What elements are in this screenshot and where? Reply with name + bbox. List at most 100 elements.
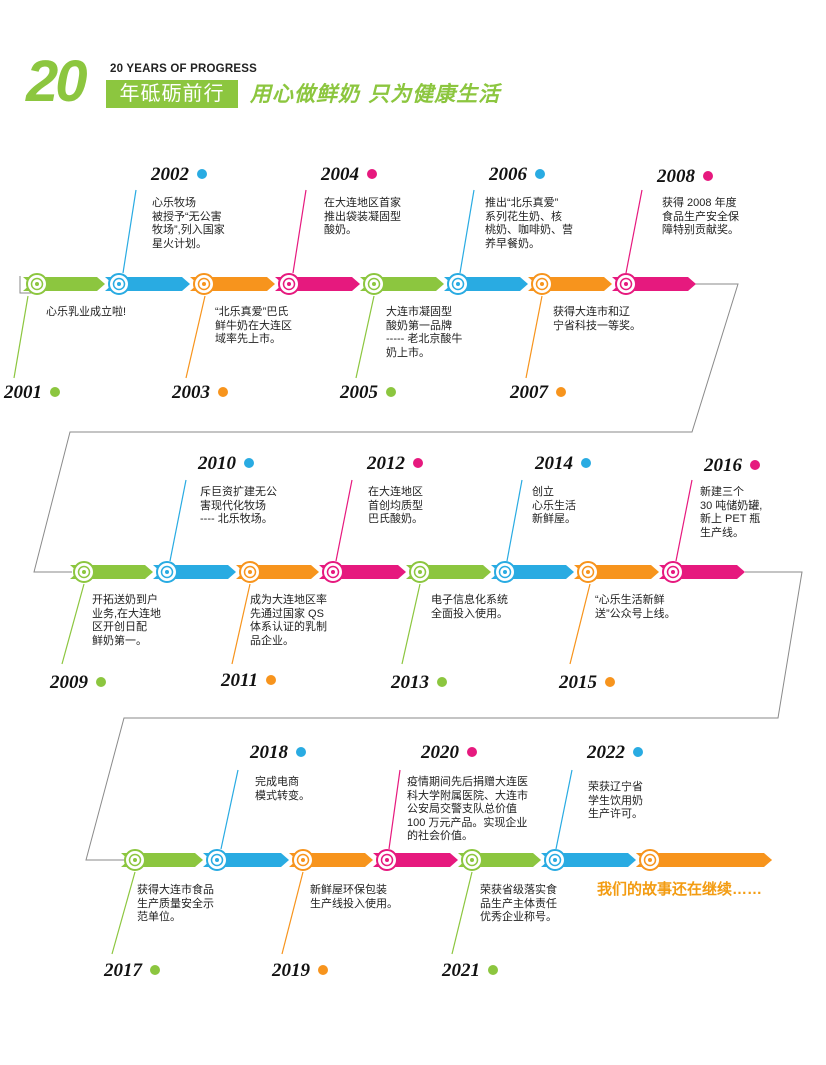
year-label-2010: 2010: [198, 453, 254, 475]
event-description-2012: 在大连地区 首创均质型 巴氏酸奶。: [368, 486, 423, 525]
leader-line-2016: [675, 479, 693, 562]
year-dot-icon: [386, 386, 396, 397]
year-text: 2002: [151, 164, 189, 185]
year-dot-icon: [244, 457, 254, 468]
leader-line-2006: [459, 189, 475, 274]
node-ring-2003: [197, 277, 211, 291]
node-ring-2020: [380, 853, 394, 867]
node-center-2013: [418, 570, 422, 574]
node-center-2017: [133, 858, 137, 862]
node-ring-2017: [128, 853, 142, 867]
year-text: 2012: [367, 453, 405, 474]
year-label-2012: 2012: [367, 453, 423, 475]
node-ring-2022: [548, 853, 562, 867]
year-dot-icon: [296, 746, 306, 757]
year-text: 2014: [535, 453, 573, 474]
year-text: 2004: [321, 164, 359, 185]
leader-line-2014: [506, 479, 523, 562]
event-description-2016: 新建三个 30 吨储奶罐, 新上 PET 瓶 生产线。: [700, 486, 763, 539]
event-description-2001: 心乐乳业成立啦!: [46, 306, 127, 318]
node-ring-2002: [112, 277, 126, 291]
connector-row1-row2: [33, 283, 739, 573]
node-center-2010: [165, 570, 169, 574]
year-dot-icon: [413, 457, 423, 468]
leader-line-2005: [355, 295, 375, 379]
node-future-ring: [643, 853, 657, 867]
year-label-2006: 2006: [489, 164, 545, 186]
year-text: 2018: [250, 742, 288, 763]
subtitle-english: 20 YEARS OF PROGRESS: [110, 63, 257, 75]
row-connector-lines: [19, 276, 803, 861]
node-ring-2019: [296, 853, 310, 867]
year-dot-icon: [556, 386, 566, 397]
leader-line-2003: [185, 295, 206, 379]
node-center-2019: [301, 858, 305, 862]
node-center-2018: [215, 858, 219, 862]
year-dot-icon: [218, 386, 228, 397]
node-center-2009: [82, 570, 86, 574]
node-ring-2018: [210, 853, 224, 867]
event-description-2008: 获得 2008 年度 食品生产安全保 障特别贡献奖。: [662, 197, 739, 236]
year-text: 2022: [587, 742, 625, 763]
timeline-nodes: [26, 273, 684, 871]
year-label-2021: 2021: [442, 960, 498, 982]
event-description-2007: 获得大连市和辽 宁省科技一等奖。: [553, 306, 641, 332]
leader-line-2017: [111, 871, 136, 955]
year-label-2003: 2003: [172, 382, 228, 404]
node-center-2011: [248, 570, 252, 574]
node-ring-2013: [413, 565, 427, 579]
year-dot-icon: [488, 964, 498, 975]
year-label-2011: 2011: [221, 670, 276, 692]
event-description-2009: 开拓送奶到户 业务,在大连地 区开创日配 鲜奶第一。: [92, 594, 162, 647]
year-dot-icon: [437, 676, 447, 687]
event-description-2017: 获得大连市食品 生产质量安全示 范单位。: [137, 884, 214, 923]
node-center-2006: [456, 282, 460, 286]
year-text: 2015: [559, 672, 597, 693]
year-label-2022: 2022: [587, 742, 643, 764]
year-dot-icon: [750, 459, 760, 470]
event-description-2006: 推出“北乐真爱” 系列花生奶、核 桃奶、咖啡奶、营 养早餐奶。: [485, 197, 573, 250]
year-label-2009: 2009: [50, 672, 106, 694]
subtitle-chinese-badge: 年砥砺前行: [106, 80, 238, 108]
year-dot-icon: [633, 746, 643, 757]
node-center-2005: [372, 282, 376, 286]
node-center-2020: [385, 858, 389, 862]
year-dot-icon: [318, 964, 328, 975]
year-label-2019: 2019: [272, 960, 328, 982]
leader-line-2020: [388, 769, 401, 850]
year-text: 2005: [340, 382, 378, 403]
year-text: 2017: [104, 960, 142, 981]
leader-line-2008: [625, 189, 643, 274]
node-ring-2009: [77, 565, 91, 579]
leader-line-2011: [231, 583, 251, 665]
leader-line-2002: [122, 189, 137, 274]
node-center-2008: [624, 282, 628, 286]
year-label-2020: 2020: [421, 742, 477, 764]
year-label-2005: 2005: [340, 382, 396, 404]
node-ring-2011: [243, 565, 257, 579]
year-text: 2011: [221, 670, 258, 691]
node-center-2015: [586, 570, 590, 574]
node-ring-2004: [282, 277, 296, 291]
year-text: 2001: [4, 382, 42, 403]
node-center-2021: [470, 858, 474, 862]
event-description-2022: 荣获辽宁省 学生饮用奶 生产许可。: [588, 781, 643, 820]
node-ring-2007: [535, 277, 549, 291]
node-ring-2021: [465, 853, 479, 867]
year-label-2013: 2013: [391, 672, 447, 694]
year-text: 2009: [50, 672, 88, 693]
node-ring-2014: [498, 565, 512, 579]
year-text: 2013: [391, 672, 429, 693]
event-description-2015: “心乐生活新鲜 送”公众号上线。: [595, 594, 676, 620]
node-center-2022: [553, 858, 557, 862]
node-ring-2005: [367, 277, 381, 291]
leader-line-2013: [401, 583, 421, 665]
year-dot-icon: [703, 170, 713, 181]
year-dot-icon: [535, 168, 545, 179]
event-description-2020: 疫情期间先后捐赠大连医 科大学附属医院、大连市 公安局交警支队总价值 100 万…: [407, 776, 528, 842]
slogan: 用心做鲜奶 只为健康生活: [250, 81, 501, 106]
year-text: 2003: [172, 382, 210, 403]
node-center-2007: [540, 282, 544, 286]
node-ring-2016: [666, 565, 680, 579]
year-text: 2007: [510, 382, 548, 403]
